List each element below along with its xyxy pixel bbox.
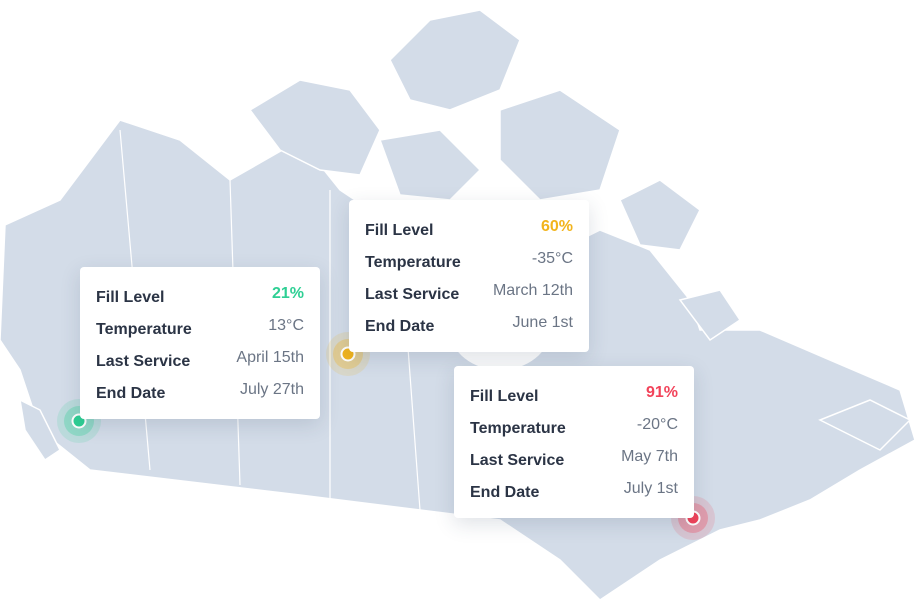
row-value: July 27th bbox=[239, 381, 304, 398]
row-label: End Date bbox=[470, 484, 540, 501]
row-value: June 1st bbox=[512, 314, 573, 331]
row-value: April 15th bbox=[236, 349, 304, 366]
row-label: Last Service bbox=[365, 286, 460, 303]
row-label: Temperature bbox=[96, 321, 192, 338]
row-value: 21% bbox=[271, 285, 304, 302]
row-value: May 7th bbox=[621, 448, 678, 465]
row-value: July 1st bbox=[623, 480, 678, 497]
row-value: March 12th bbox=[492, 282, 573, 299]
row-value: 91% bbox=[645, 384, 678, 401]
row-label: Temperature bbox=[470, 420, 566, 437]
row-label: Last Service bbox=[96, 353, 191, 370]
row-label: End Date bbox=[96, 385, 166, 402]
info-card: Fill Level 21% Temperature 13°C Last Service… bbox=[80, 267, 320, 419]
info-card: Fill Level 60% Temperature -35°C Last Servic… bbox=[349, 200, 589, 352]
row-value: 60% bbox=[540, 218, 573, 235]
row-value: -35°C bbox=[531, 250, 573, 267]
row-value: -20°C bbox=[636, 416, 678, 433]
row-label: Fill Level bbox=[470, 388, 539, 405]
info-card: Fill Level 91% Temperature -20°C Last Servic… bbox=[454, 366, 694, 518]
row-label: Fill Level bbox=[365, 222, 434, 239]
row-label: End Date bbox=[365, 318, 435, 335]
row-label: Fill Level bbox=[96, 289, 165, 306]
row-label: Last Service bbox=[470, 452, 565, 469]
row-label: Temperature bbox=[365, 254, 461, 271]
row-value: 13°C bbox=[268, 317, 304, 334]
